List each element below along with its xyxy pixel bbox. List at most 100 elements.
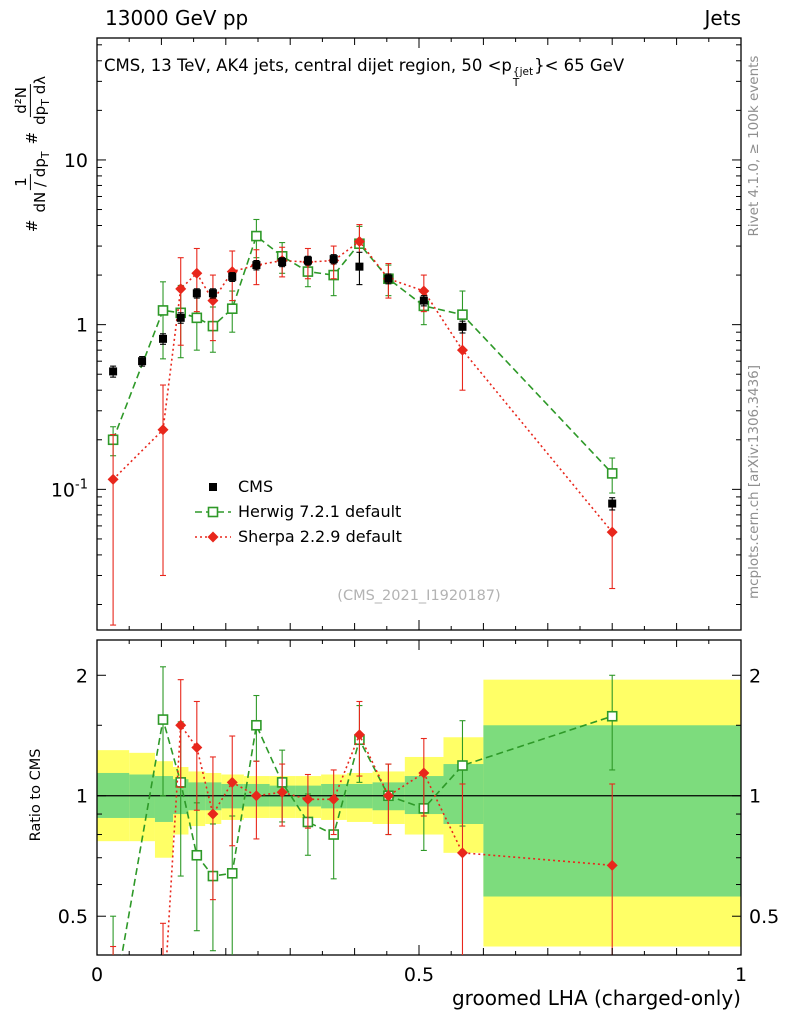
data-marker [419, 296, 428, 305]
data-marker [252, 261, 261, 270]
legend-item-herwig: Herwig 7.2.1 default [194, 499, 402, 524]
data-marker [606, 710, 618, 722]
x-axis-title: groomed LHA (charged-only) [451, 986, 741, 1010]
data-marker [109, 367, 118, 376]
data-marker [209, 482, 217, 491]
beam-energy-label: 13000 GeV pp [105, 6, 249, 30]
data-marker [418, 285, 430, 297]
main-y-tick-label: 1 [76, 315, 88, 337]
data-marker [606, 526, 618, 538]
series-main-0 [109, 251, 617, 511]
data-marker [278, 258, 287, 267]
data-marker [157, 714, 169, 725]
ylabel-fraction-2: d²N dpT dλ [11, 75, 52, 125]
main-y-tick-label: 10 [64, 150, 88, 172]
data-marker [457, 309, 468, 320]
analysis-id-watermark: (CMS_2021_I1920187) [337, 588, 501, 604]
ratio-y-tick-label-right: 0.5 [749, 906, 779, 928]
data-marker [353, 235, 365, 247]
ratio-y-tick-label-left: 0.5 [58, 906, 88, 928]
data-marker [226, 868, 238, 879]
data-marker [107, 473, 119, 485]
legend-item-cms: CMS [194, 474, 402, 499]
herwig-marker-icon [195, 506, 231, 517]
ticks [96, 38, 742, 955]
data-marker [176, 313, 185, 322]
data-marker [226, 303, 238, 314]
tick-label-group: 10-1 1 10 0 0.5 1 0.5 0.5 1 1 2 2 [51, 150, 779, 986]
data-marker [226, 776, 238, 788]
data-marker [418, 767, 430, 779]
data-marker [353, 729, 365, 741]
x-tick-label: 0 [91, 964, 103, 986]
data-marker [606, 468, 618, 479]
legend-label-sherpa: Sherpa 2.2.9 default [238, 527, 402, 546]
data-marker [192, 289, 201, 298]
data-marker [303, 256, 312, 265]
data-marker [175, 283, 187, 295]
series-main-2 [107, 224, 618, 626]
plot-title-text: CMS, 13 TeV, AK4 jets, central dijet reg… [104, 56, 512, 75]
y-axis-title: # 1 dN / dpT # d²N dpT dλ [11, 72, 52, 232]
ratio-y-tick-label-left: 1 [76, 786, 88, 808]
data-marker [207, 531, 219, 542]
green-band-bin [154, 776, 173, 822]
data-marker [158, 1011, 169, 1022]
data-marker [384, 274, 393, 283]
data-marker [328, 793, 340, 805]
data-marker [276, 786, 288, 798]
data-marker [606, 859, 618, 871]
data-marker [456, 344, 468, 356]
x-tick-label: 0.5 [404, 964, 434, 986]
ratio-axis-title: Ratio to CMS [28, 748, 44, 842]
data-marker [251, 719, 262, 731]
data-marker [191, 312, 203, 324]
axis-ticks [96, 38, 742, 955]
data-marker [458, 322, 467, 331]
ratio-y-tick-label-left: 2 [76, 665, 88, 687]
data-marker [207, 506, 219, 517]
ylabel-hash-2: # [23, 131, 41, 145]
legend-label-cms: CMS [238, 477, 274, 496]
ratio-y-tick-label-right: 2 [749, 665, 761, 687]
data-marker [457, 760, 468, 771]
data-marker [207, 808, 219, 820]
cms-marker-icon [209, 482, 217, 491]
data-marker [456, 847, 468, 859]
series-ratio-2 [110, 679, 618, 1022]
main-series-layer [107, 218, 618, 626]
data-marker [191, 849, 203, 861]
data-marker [157, 424, 169, 436]
data-marker [191, 267, 203, 279]
main-y-tick-label: 10-1 [51, 477, 88, 501]
data-marker [608, 499, 617, 508]
data-marker [329, 255, 338, 264]
legend-label-herwig: Herwig 7.2.1 default [238, 502, 402, 521]
legend-item-sherpa: Sherpa 2.2.9 default [194, 524, 402, 549]
data-marker [138, 357, 147, 366]
ylabel-fraction-1: 1 dN / dpT [11, 151, 52, 213]
ratio-y-tick-label-right: 1 [749, 786, 761, 808]
data-marker [251, 230, 262, 242]
data-marker [191, 741, 203, 753]
data-marker [302, 793, 314, 805]
analysis-group-label: Jets [704, 6, 741, 30]
data-marker [109, 1001, 118, 1010]
data-marker [208, 289, 217, 298]
green-band-bin [443, 764, 484, 824]
rivet-version-note: Rivet 4.1.0, ≥ 100k events [746, 55, 762, 237]
pt-jet-stack: {jet T [512, 66, 534, 90]
data-marker [382, 790, 394, 802]
data-marker [157, 305, 169, 316]
data-marker [355, 262, 364, 271]
axis-tick-labels: 10-1 1 10 0 0.5 1 0.5 0.5 1 1 2 2 [51, 150, 779, 986]
series-main-1 [107, 218, 618, 494]
legend: CMS Herwig 7.2.1 default Sherpa 2.2.9 de… [194, 474, 402, 549]
x-tick-label: 1 [735, 964, 747, 986]
ratio-series-layer [109, 666, 618, 1022]
data-marker [250, 790, 262, 802]
mcplots-reference-note: mcplots.cern.ch [arXiv:1306.3436] [746, 364, 762, 600]
data-marker [228, 272, 237, 281]
